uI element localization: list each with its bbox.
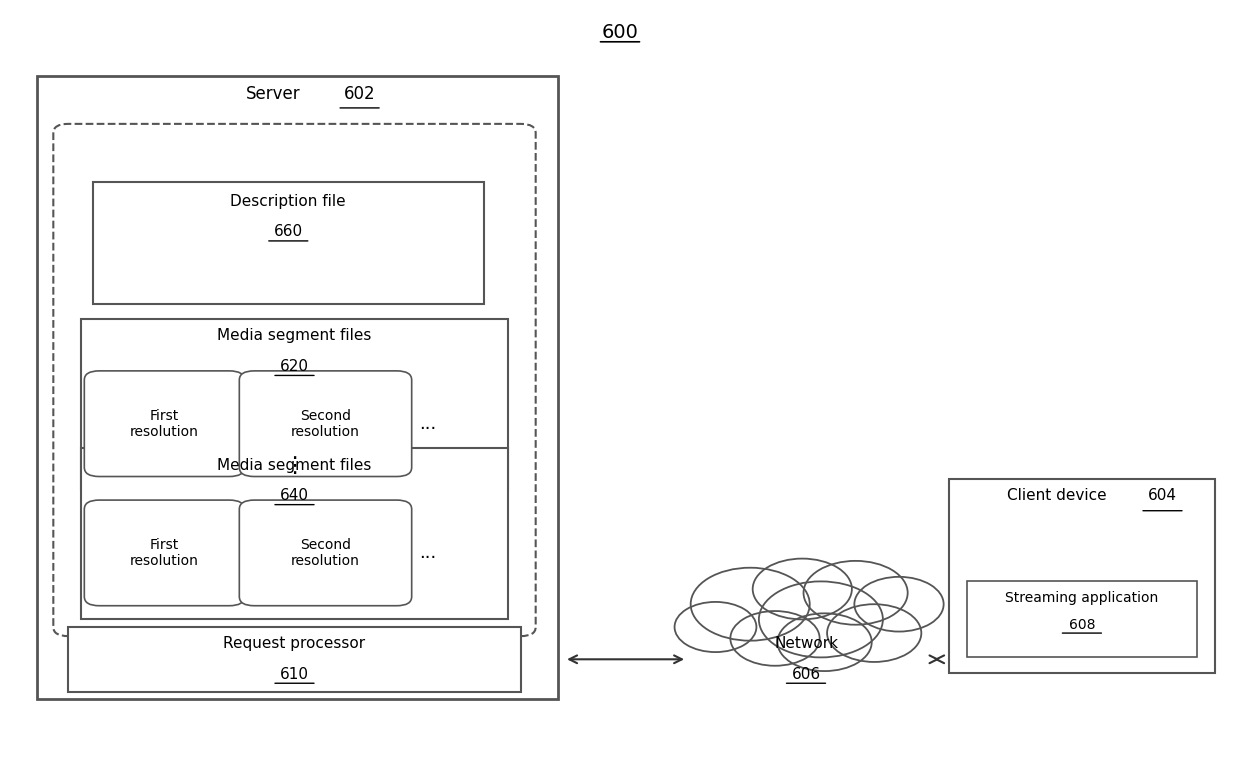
Text: 608: 608 <box>1069 618 1095 632</box>
FancyBboxPatch shape <box>84 500 244 606</box>
Text: 604: 604 <box>1148 488 1177 503</box>
FancyBboxPatch shape <box>239 371 412 477</box>
Text: Media segment files: Media segment files <box>217 458 372 473</box>
Text: 600: 600 <box>601 23 639 42</box>
Text: Second
resolution: Second resolution <box>291 409 360 439</box>
Bar <box>68 627 521 692</box>
Text: Network: Network <box>774 636 838 651</box>
Circle shape <box>730 611 820 666</box>
Circle shape <box>759 581 883 657</box>
Text: Streaming application: Streaming application <box>1006 591 1158 604</box>
Text: 620: 620 <box>280 359 309 374</box>
Bar <box>37 76 558 699</box>
Text: Server: Server <box>246 85 300 103</box>
Circle shape <box>753 559 852 619</box>
Text: 610: 610 <box>280 667 309 682</box>
Text: 640: 640 <box>280 488 309 503</box>
Circle shape <box>691 568 810 641</box>
Text: 660: 660 <box>274 224 303 239</box>
Bar <box>967 581 1197 657</box>
FancyBboxPatch shape <box>53 124 536 636</box>
FancyBboxPatch shape <box>239 500 412 606</box>
Text: First
resolution: First resolution <box>130 409 198 439</box>
Circle shape <box>854 577 944 632</box>
Text: ...: ... <box>419 544 436 562</box>
Text: Media segment files: Media segment files <box>217 328 372 344</box>
Text: First
resolution: First resolution <box>130 538 198 568</box>
Bar <box>81 319 508 490</box>
Bar <box>949 479 1215 673</box>
Text: Second
resolution: Second resolution <box>291 538 360 568</box>
Circle shape <box>777 613 872 671</box>
Text: Request processor: Request processor <box>223 636 366 651</box>
Text: Client device: Client device <box>1007 488 1107 503</box>
Circle shape <box>827 604 921 662</box>
Text: Description file: Description file <box>231 194 346 209</box>
FancyBboxPatch shape <box>84 371 244 477</box>
Circle shape <box>675 602 756 652</box>
Text: ...: ... <box>419 415 436 432</box>
Text: 602: 602 <box>343 85 376 103</box>
Bar <box>93 182 484 304</box>
Text: ⋮: ⋮ <box>284 455 305 476</box>
Bar <box>81 448 508 619</box>
Circle shape <box>804 561 908 625</box>
Text: 606: 606 <box>791 667 821 682</box>
